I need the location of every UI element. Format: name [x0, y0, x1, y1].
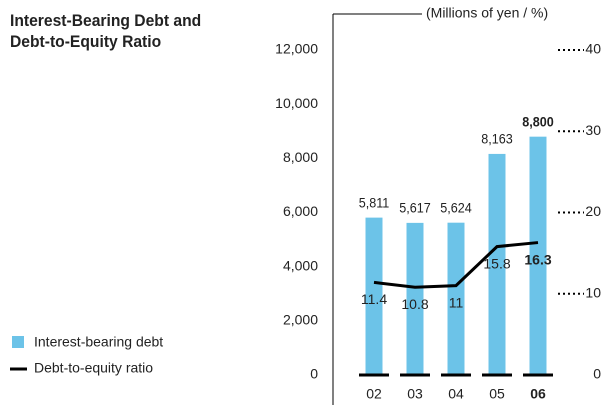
y2-tick-label: 10	[585, 284, 601, 300]
y2-tick-label: 30	[585, 122, 601, 138]
x-tick-label: 02	[366, 386, 382, 402]
legend-label: Interest-bearing debt	[34, 334, 163, 350]
unit-label: (Millions of yen / %)	[426, 5, 548, 21]
line-value-label: 11.4	[361, 291, 387, 307]
x-tick-label: 04	[448, 386, 464, 402]
y-tick-label: 6,000	[283, 203, 318, 219]
chart-title: Interest-Bearing Debt and Debt-to-Equity…	[10, 11, 202, 51]
y-tick-label: 8,000	[283, 149, 318, 165]
line-value-label: 10.8	[401, 296, 428, 312]
y2-tick-label: 0	[593, 366, 601, 382]
line-value-label: 11	[449, 294, 464, 310]
bar-value-label: 5,617	[399, 200, 430, 216]
bar	[447, 222, 465, 375]
line-value-label: 16.3	[524, 251, 551, 267]
x-tick-label: 05	[489, 386, 505, 402]
y-tick-label: 12,000	[275, 41, 318, 57]
y-tick-label: 0	[310, 366, 318, 382]
bar-value-label: 8,800	[522, 114, 553, 130]
y2-tick-label: 20	[585, 203, 601, 219]
legend-swatch	[12, 336, 24, 348]
y2-tick-label: 40	[585, 41, 601, 57]
x-tick-label: 03	[407, 386, 423, 402]
y-tick-label: 10,000	[275, 95, 318, 111]
line-value-label: 15.8	[483, 255, 510, 271]
bar-value-label: 8,163	[481, 131, 512, 147]
bar	[488, 153, 506, 375]
bar	[365, 217, 383, 375]
y-tick-label: 4,000	[283, 257, 318, 273]
bar	[406, 222, 424, 375]
bar-value-label: 5,624	[440, 200, 471, 216]
x-tick-label: 06	[530, 386, 546, 402]
ratio-line	[373, 241, 539, 289]
bar-value-label: 5,811	[359, 195, 390, 211]
y-tick-label: 2,000	[283, 312, 318, 328]
legend-label: Debt-to-equity ratio	[34, 360, 153, 376]
bar	[529, 136, 547, 375]
